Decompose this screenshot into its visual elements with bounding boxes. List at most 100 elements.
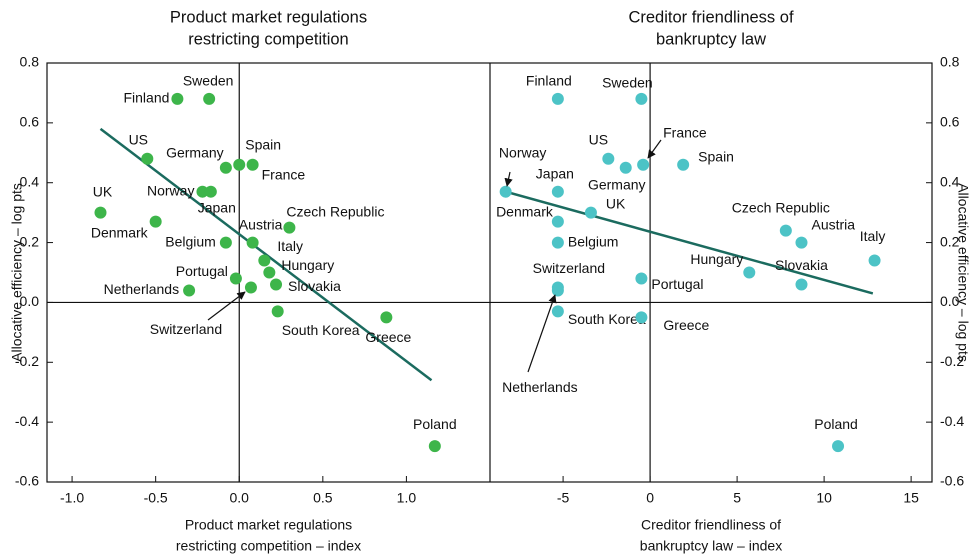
point-label: Portugal <box>176 263 228 279</box>
point-label: South Korea <box>282 322 360 338</box>
point-label: Denmark <box>496 203 554 219</box>
point <box>551 284 564 297</box>
y-tick-label: -0.6 <box>15 473 39 489</box>
y-tick-label: 0.0 <box>940 293 960 309</box>
point-label: US <box>129 131 148 147</box>
point-label: Norway <box>499 144 546 160</box>
panel-title: bankruptcy law <box>656 30 766 48</box>
point <box>743 266 756 279</box>
point <box>219 236 232 249</box>
point-label: Denmark <box>91 224 149 240</box>
x-tick-label: -0.5 <box>144 490 168 506</box>
point <box>551 305 564 318</box>
point-label: Japan <box>198 199 236 215</box>
point-label: France <box>262 166 306 182</box>
point-label: UK <box>606 195 626 211</box>
x-tick-label: 5 <box>733 490 741 506</box>
point <box>635 311 648 324</box>
point-label: Poland <box>413 416 457 432</box>
point <box>263 266 276 279</box>
arrow <box>504 171 513 187</box>
point <box>183 284 196 297</box>
point <box>602 152 615 165</box>
point <box>258 254 271 267</box>
point-label: UK <box>93 183 113 199</box>
point-label: Slovakia <box>288 278 341 294</box>
trend-line <box>505 190 874 295</box>
point-label: Netherlands <box>104 281 180 297</box>
y-tick-label: -0.6 <box>940 473 964 489</box>
point-label: Finland <box>526 73 572 89</box>
point <box>795 278 808 291</box>
y-tick-label: 0.8 <box>940 54 960 70</box>
point <box>551 236 564 249</box>
point <box>246 236 259 249</box>
point-label: Greece <box>365 329 411 345</box>
arrow <box>527 294 557 373</box>
point-label: Spain <box>245 136 281 152</box>
x-tick-label: 15 <box>903 490 919 506</box>
x-axis-label: restricting competition – index <box>176 538 361 554</box>
x-tick-label: -1.0 <box>60 490 84 506</box>
point-label: Switzerland <box>150 321 222 337</box>
point <box>499 185 512 198</box>
y-tick-label: -0.4 <box>940 413 964 429</box>
point-label: Spain <box>698 148 734 164</box>
point-label: Czech Republic <box>732 199 830 215</box>
point-label: Sweden <box>602 75 653 91</box>
point-label: Czech Republic <box>286 203 384 219</box>
point-label: Finland <box>123 90 169 106</box>
point <box>233 158 246 171</box>
point <box>171 92 184 105</box>
point <box>196 185 209 198</box>
panel-title: Product market regulations <box>170 8 367 26</box>
point <box>832 440 845 453</box>
point-label: Germany <box>588 176 646 192</box>
x-tick-label: 10 <box>816 490 832 506</box>
y-tick-label: 0.4 <box>940 173 960 189</box>
x-tick-label: 0.0 <box>230 490 250 506</box>
point <box>551 215 564 228</box>
y-tick-label: 0.0 <box>20 293 40 309</box>
point-label: Belgium <box>568 233 619 249</box>
point <box>219 161 232 174</box>
point-label: Italy <box>277 238 303 254</box>
point-label: Italy <box>860 228 886 244</box>
point-label: South Korea <box>568 311 646 327</box>
trend-line <box>99 127 433 382</box>
x-axis-label: Product market regulations <box>185 517 352 533</box>
point <box>271 305 284 318</box>
point <box>779 224 792 237</box>
point <box>203 92 216 105</box>
point-label: Austria <box>811 216 855 232</box>
point-label: Sweden <box>183 73 234 89</box>
panel-title: Creditor friendliness of <box>628 8 793 26</box>
point <box>677 158 690 171</box>
x-tick-label: 0.5 <box>313 490 333 506</box>
point-label: Switzerland <box>533 260 605 276</box>
point <box>635 92 648 105</box>
y-axis-label: Allocative efficiency – log pts <box>9 183 25 362</box>
y-tick-label: 0.2 <box>20 233 40 249</box>
point <box>283 221 296 234</box>
point <box>795 236 808 249</box>
y-tick-label: 0.8 <box>20 54 40 70</box>
point-label: Greece <box>663 317 709 333</box>
point <box>149 215 162 228</box>
point <box>246 158 259 171</box>
x-axis-label: bankruptcy law – index <box>640 538 782 554</box>
point <box>94 206 107 219</box>
point <box>551 92 564 105</box>
x-tick-label: 1.0 <box>397 490 417 506</box>
point-label: Slovakia <box>775 257 828 273</box>
point <box>635 272 648 285</box>
y-tick-label: -0.4 <box>15 413 39 429</box>
y-tick-label: -0.2 <box>15 353 39 369</box>
point-label: Portugal <box>651 276 703 292</box>
point <box>204 185 217 198</box>
point-label: Austria <box>239 216 283 232</box>
arrow <box>207 291 246 321</box>
x-axis-label: Creditor friendliness of <box>641 517 781 533</box>
point <box>229 272 242 285</box>
point <box>619 161 632 174</box>
